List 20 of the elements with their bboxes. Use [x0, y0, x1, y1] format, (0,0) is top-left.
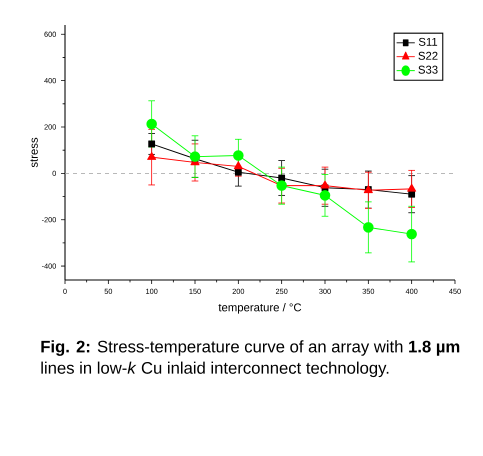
point [146, 118, 157, 130]
point [363, 222, 374, 233]
point [147, 152, 156, 160]
x-axis-title: temperature / °C [218, 303, 302, 314]
point [320, 190, 330, 201]
point [407, 184, 416, 192]
point [234, 168, 242, 176]
y-axis-title: stress [30, 138, 38, 168]
point [233, 150, 244, 161]
legend-label: S33 [418, 66, 438, 74]
point [190, 151, 200, 162]
point [278, 174, 286, 182]
legend-label: S11 [418, 38, 438, 46]
point [148, 140, 156, 148]
point [406, 228, 417, 240]
point [276, 180, 287, 191]
point [320, 180, 330, 188]
legend-label: S22 [418, 52, 438, 60]
text: Fig. 2: Stress-temperature curve of an array with 1.8 µm lines in low-k Cu inlaid interconnect technology. [41, 340, 460, 378]
point [234, 161, 243, 170]
